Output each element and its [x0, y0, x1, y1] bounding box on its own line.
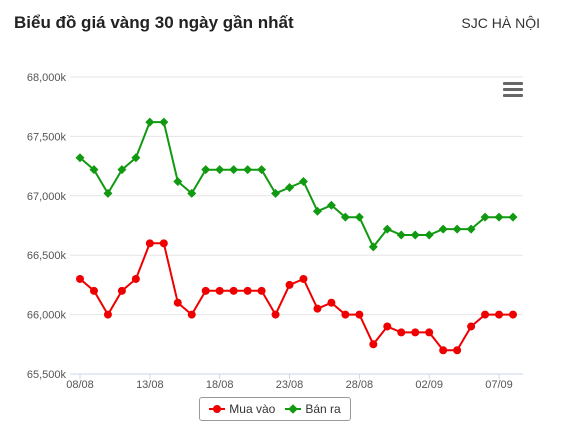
data-point[interactable]	[271, 310, 280, 319]
y-axis: 65,500k 66,000k 66,500k 67,000k 67,500k 68,00…	[27, 72, 67, 381]
data-point[interactable]	[131, 274, 140, 283]
y-tick-label: 67,500k	[27, 131, 67, 143]
data-point[interactable]	[187, 310, 196, 319]
data-point[interactable]	[285, 280, 294, 289]
data-point[interactable]	[299, 274, 308, 283]
data-point[interactable]	[411, 328, 420, 337]
x-tick-label: 18/08	[206, 379, 234, 391]
series-line-0	[79, 242, 513, 352]
x-tick-label: 02/09	[415, 379, 443, 391]
data-point[interactable]	[215, 286, 224, 295]
data-point[interactable]	[145, 239, 154, 248]
data-point[interactable]	[467, 322, 476, 331]
data-point[interactable]	[117, 286, 126, 295]
data-point[interactable]	[173, 298, 182, 307]
data-point[interactable]	[439, 346, 448, 355]
y-tick-label: 68,000k	[27, 72, 67, 84]
x-tick-label: 23/08	[276, 379, 304, 391]
data-point[interactable]	[257, 286, 266, 295]
data-point[interactable]	[117, 165, 127, 175]
y-tick-label: 66,000k	[27, 310, 67, 322]
data-point[interactable]	[243, 165, 253, 175]
data-point[interactable]	[76, 274, 84, 283]
data-point[interactable]	[89, 286, 98, 295]
x-axis: 08/08 13/08 18/08 23/08 28/08 02/09 07/09	[66, 373, 523, 391]
data-point[interactable]	[103, 188, 113, 198]
data-point[interactable]	[298, 177, 308, 187]
y-tick-label: 66,500k	[27, 250, 67, 262]
legend-item-ban-ra[interactable]: Bán ra	[285, 402, 341, 416]
data-point[interactable]	[89, 165, 99, 175]
data-point[interactable]	[215, 165, 225, 175]
data-point[interactable]	[354, 212, 364, 222]
data-point[interactable]	[201, 165, 211, 175]
x-tick-label: 07/09	[485, 379, 513, 391]
legend-label-mua-vao: Mua vào	[229, 402, 276, 416]
y-tick-label: 67,000k	[27, 191, 67, 203]
gold-price-chart: 65,500k 66,000k 66,500k 67,000k 67,500k 68,00…	[27, 72, 523, 391]
series-layer	[75, 117, 518, 355]
data-point[interactable]	[368, 242, 378, 252]
data-point[interactable]	[424, 230, 434, 240]
data-point[interactable]	[383, 322, 392, 331]
data-point[interactable]	[103, 310, 112, 319]
x-tick-label: 08/08	[66, 379, 94, 391]
y-tick-label: 65,500k	[27, 369, 67, 381]
legend-swatch-mua-vao	[209, 405, 226, 413]
legend-label-ban-ra: Bán ra	[305, 402, 341, 416]
data-point[interactable]	[480, 212, 490, 222]
data-point[interactable]	[410, 230, 420, 240]
data-point[interactable]	[159, 117, 169, 127]
data-point[interactable]	[369, 340, 378, 349]
data-point[interactable]	[494, 212, 504, 222]
data-point[interactable]	[466, 224, 476, 234]
legend-swatch-ban-ra	[285, 404, 302, 414]
hamburger-menu-icon[interactable]	[503, 82, 523, 98]
grid-lines	[70, 76, 523, 375]
data-point[interactable]	[201, 286, 210, 295]
data-point[interactable]	[326, 200, 336, 210]
data-point[interactable]	[145, 117, 155, 127]
data-point[interactable]	[382, 224, 392, 234]
x-tick-label: 13/08	[136, 379, 164, 391]
data-point[interactable]	[187, 188, 197, 198]
data-point[interactable]	[397, 328, 406, 337]
x-tick-label: 28/08	[346, 379, 374, 391]
data-point[interactable]	[271, 188, 281, 198]
data-point[interactable]	[313, 304, 322, 313]
location-label: SJC HÀ NỘI	[461, 15, 540, 31]
data-point[interactable]	[229, 286, 238, 295]
data-point[interactable]	[327, 298, 336, 307]
data-point[interactable]	[438, 224, 448, 234]
data-point[interactable]	[508, 212, 518, 222]
data-point[interactable]	[509, 310, 517, 319]
data-point[interactable]	[495, 310, 504, 319]
data-point[interactable]	[229, 165, 239, 175]
page-title: Biểu đồ giá vàng 30 ngày gần nhất	[14, 13, 294, 32]
data-point[interactable]	[257, 165, 267, 175]
series-line-1	[79, 121, 513, 248]
data-point[interactable]	[481, 310, 490, 319]
data-point[interactable]	[355, 310, 364, 319]
data-point[interactable]	[159, 239, 168, 248]
data-point[interactable]	[75, 153, 85, 163]
data-point[interactable]	[341, 310, 350, 319]
legend-item-mua-vao[interactable]: Mua vào	[209, 402, 275, 416]
data-point[interactable]	[312, 206, 322, 216]
data-point[interactable]	[131, 153, 141, 163]
data-point[interactable]	[425, 328, 434, 337]
chart-legend: Mua vào Bán ra	[199, 397, 351, 421]
data-point[interactable]	[396, 230, 406, 240]
data-point[interactable]	[340, 212, 350, 222]
data-point[interactable]	[453, 346, 462, 355]
data-point[interactable]	[173, 177, 183, 187]
data-point[interactable]	[243, 286, 252, 295]
data-point[interactable]	[285, 182, 295, 192]
data-point[interactable]	[452, 224, 462, 234]
